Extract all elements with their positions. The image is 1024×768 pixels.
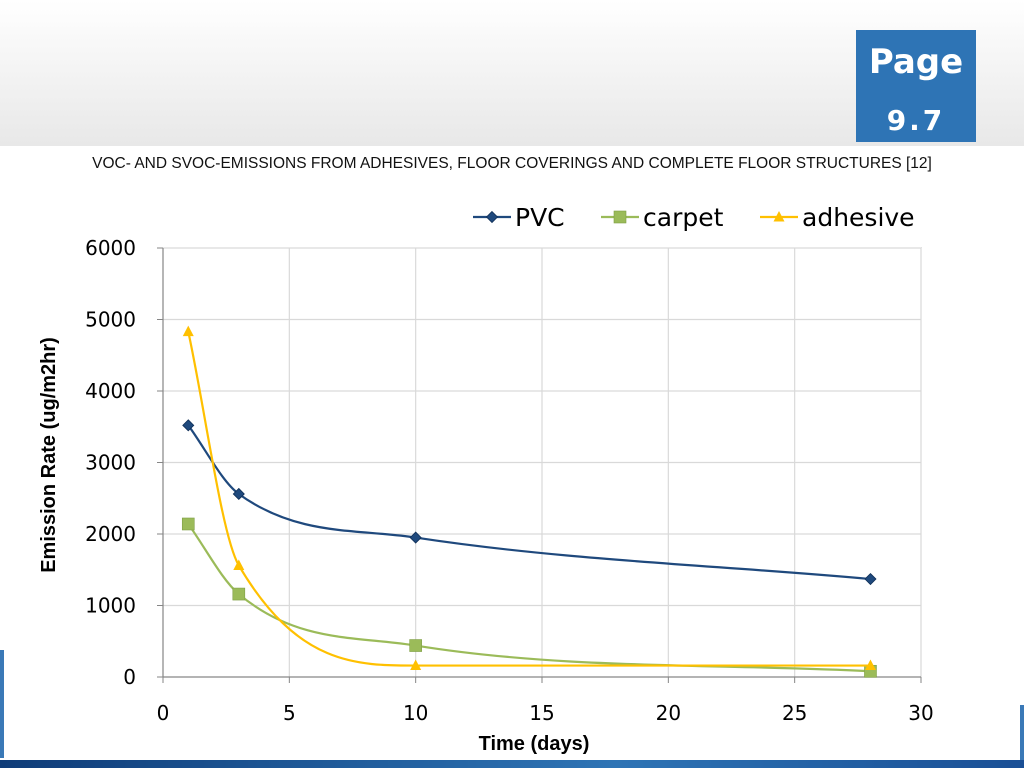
data-point-adhesive bbox=[233, 559, 245, 570]
right-accent-stripe bbox=[1020, 705, 1024, 760]
chart-title: VOC- AND SVOC-EMISSIONS FROM ADHESIVES, … bbox=[92, 155, 932, 172]
header-band bbox=[0, 0, 1024, 146]
legend-label-pvc: PVC bbox=[515, 203, 565, 232]
data-point-carpet bbox=[232, 587, 246, 601]
y-axis-label: Emission Rate (ug/m2hr) bbox=[38, 337, 60, 573]
legend-marker-pvc bbox=[485, 210, 499, 224]
bottom-accent-bar bbox=[0, 760, 1024, 768]
legend-marker-adhesive bbox=[773, 211, 785, 222]
data-point-carpet bbox=[409, 639, 422, 652]
legend-label-adhesive: adhesive bbox=[802, 203, 915, 232]
y-tick-label: 4000 bbox=[85, 379, 136, 403]
data-point-pvc bbox=[864, 572, 877, 586]
page-badge: Page 9.7 bbox=[856, 30, 976, 142]
page-badge-word: Page bbox=[868, 42, 964, 82]
data-point-adhesive bbox=[182, 325, 194, 337]
legend-marker-carpet bbox=[613, 210, 627, 224]
data-point-carpet bbox=[181, 517, 195, 531]
y-tick-label: 1000 bbox=[85, 594, 136, 618]
series-line-pvc bbox=[187, 424, 871, 581]
x-tick-label: 10 bbox=[403, 701, 428, 725]
page-badge-number: 9.7 bbox=[886, 104, 946, 137]
x-tick-label: 30 bbox=[908, 701, 933, 725]
data-point-adhesive bbox=[410, 659, 422, 671]
data-point-pvc bbox=[232, 487, 245, 501]
x-axis-label: Time (days) bbox=[479, 733, 590, 755]
x-tick-label: 5 bbox=[283, 701, 296, 725]
y-tick-label: 0 bbox=[123, 665, 136, 689]
series-line-adhesive bbox=[187, 331, 871, 667]
x-tick-label: 15 bbox=[529, 701, 554, 725]
data-point-adhesive bbox=[864, 659, 876, 671]
y-tick-label: 6000 bbox=[85, 236, 136, 260]
data-point-pvc bbox=[182, 419, 195, 432]
y-tick-label: 3000 bbox=[85, 451, 136, 475]
data-point-pvc bbox=[409, 531, 422, 544]
left-accent-stripe bbox=[0, 650, 4, 758]
x-tick-label: 25 bbox=[782, 701, 807, 725]
y-tick-label: 5000 bbox=[85, 308, 136, 332]
legend-label-carpet: carpet bbox=[643, 203, 724, 232]
x-tick-label: 0 bbox=[157, 701, 170, 725]
x-tick-label: 20 bbox=[656, 701, 681, 725]
y-tick-label: 2000 bbox=[85, 522, 136, 546]
